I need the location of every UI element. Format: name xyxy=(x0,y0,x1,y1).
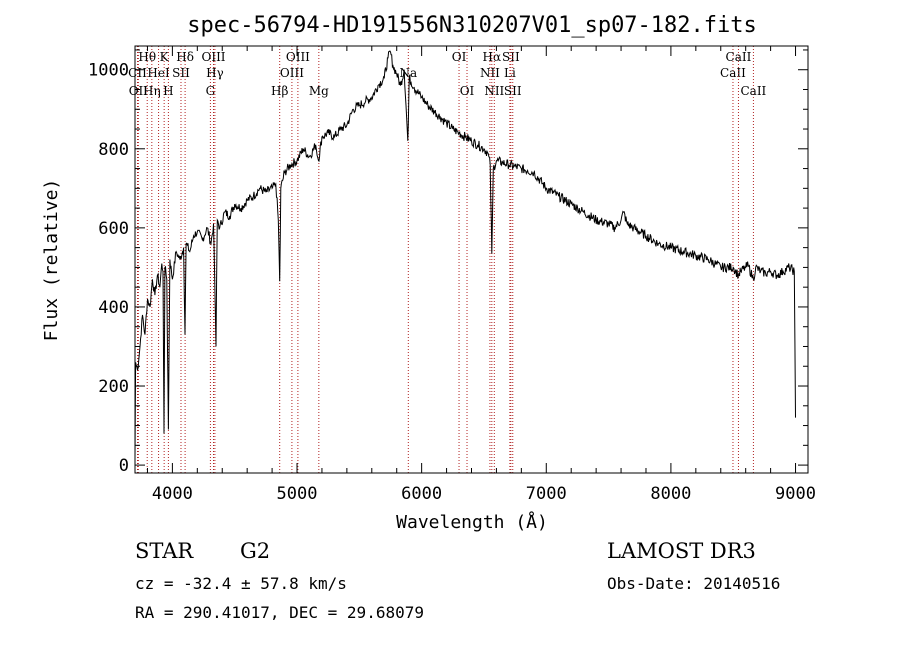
x-tick-label: 4000 xyxy=(152,484,193,504)
spectrum-line xyxy=(134,50,796,458)
marker-label: Hθ xyxy=(138,50,156,64)
marker-label: CaII xyxy=(720,66,746,80)
coordinates: RA = 290.41017, DEC = 29.68079 xyxy=(135,603,424,622)
plot-frame xyxy=(134,45,809,474)
marker-label: Hη xyxy=(143,84,161,98)
x-tick-label: 7000 xyxy=(526,484,567,504)
y-tick-label: 200 xyxy=(98,377,129,397)
marker-label: OIII xyxy=(201,50,225,64)
marker-label: CaII xyxy=(740,84,766,98)
x-tick-label: 9000 xyxy=(775,484,816,504)
y-tick-label: 0 xyxy=(119,456,129,476)
object-class: STAR xyxy=(135,539,194,563)
marker-label: SII xyxy=(504,84,522,98)
x-tick-label: 6000 xyxy=(401,484,442,504)
marker-label: CaII xyxy=(726,50,752,64)
marker-label: SII xyxy=(502,50,520,64)
marker-label: Hβ xyxy=(271,84,288,98)
subclass: G2 xyxy=(240,539,271,563)
marker-label: Na xyxy=(399,66,417,80)
x-axis-label: Wavelength (Å) xyxy=(396,511,548,533)
x-tick-label: 5000 xyxy=(277,484,318,504)
marker-label: K xyxy=(160,50,170,64)
marker-label: Li xyxy=(504,66,516,80)
marker-label: NII xyxy=(480,66,500,80)
marker-label: OII xyxy=(129,84,149,98)
x-tick-label: 8000 xyxy=(650,484,691,504)
redshift-text: cz = -32.4 ± 57.8 km/s xyxy=(135,574,347,593)
chart-title: spec-56794-HD191556N310207V01_sp07-182.f… xyxy=(187,13,757,38)
marker-label: OI xyxy=(460,84,475,98)
marker-label: Hα xyxy=(483,50,502,64)
marker-label: SII xyxy=(172,66,190,80)
y-tick-label: 1000 xyxy=(88,61,129,81)
marker-label: Hδ xyxy=(176,50,194,64)
marker-label: HeI xyxy=(147,66,170,80)
y-tick-label: 400 xyxy=(98,298,129,318)
obs-date: Obs-Date: 20140516 xyxy=(607,574,781,593)
marker-label: OIII xyxy=(286,50,310,64)
marker-label: G xyxy=(206,84,216,98)
y-tick-label: 600 xyxy=(98,219,129,239)
spectrum-series xyxy=(134,50,796,458)
marker-label: H xyxy=(163,84,173,98)
survey-name: LAMOST DR3 xyxy=(607,539,756,563)
marker-label: OI xyxy=(452,50,467,64)
y-tick-label: 800 xyxy=(98,140,129,160)
marker-label: NII xyxy=(484,84,504,98)
spectral-line-markers: CII OII Hθ Hη HeI K H SII Hδ G OIII Hγ Hβ OIII OIII Mg N… xyxy=(128,46,767,473)
marker-label: OIII xyxy=(280,66,304,80)
x-axis: 4000 5000 6000 7000 8000 9000 xyxy=(146,46,816,504)
y-axis: 0 200 400 600 800 1000 xyxy=(88,49,808,476)
marker-label: CII xyxy=(128,66,147,80)
y-axis-label: Flux (relative) xyxy=(41,179,62,342)
marker-label: Mg xyxy=(309,84,329,98)
marker-label: Hγ xyxy=(206,66,224,80)
